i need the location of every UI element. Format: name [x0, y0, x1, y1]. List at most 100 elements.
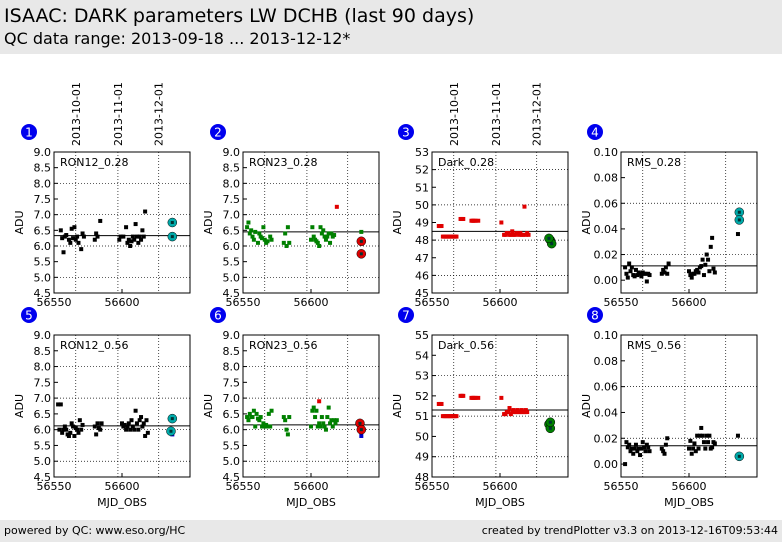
- data-point-extra: [359, 229, 364, 234]
- data-point: [136, 240, 141, 245]
- data-point: [508, 232, 513, 237]
- date-label: 2013-10-01: [448, 82, 461, 146]
- data-point: [522, 204, 527, 209]
- data-point: [518, 410, 523, 415]
- data-point: [61, 427, 66, 432]
- data-point: [95, 421, 100, 426]
- data-point: [257, 418, 262, 423]
- panel-badge-number: 3: [402, 126, 410, 140]
- y-tick-label: 4.5: [34, 471, 52, 484]
- data-point: [68, 240, 73, 245]
- highlight-point-center: [169, 429, 173, 433]
- data-point: [323, 427, 328, 432]
- data-point: [75, 427, 80, 432]
- data-point: [510, 229, 515, 234]
- y-tick-label: 8.0: [34, 177, 52, 190]
- data-point: [693, 449, 698, 454]
- data-point: [699, 425, 704, 430]
- data-point: [140, 424, 145, 429]
- data-point: [511, 408, 516, 413]
- highlight-point-center: [737, 454, 741, 458]
- data-point: [636, 446, 641, 451]
- data-point: [628, 449, 633, 454]
- panel-badge: [587, 307, 603, 323]
- panel-badge: [398, 124, 414, 140]
- data-point: [633, 442, 638, 447]
- data-point: [317, 421, 322, 426]
- date-label: 2013-10-01: [70, 82, 83, 146]
- data-point: [269, 237, 274, 242]
- data-point: [245, 415, 250, 420]
- data-point: [439, 224, 444, 229]
- y-tick-label: 4.5: [34, 287, 52, 300]
- data-point: [691, 446, 696, 451]
- y-axis-label: ADU: [202, 210, 215, 234]
- y-tick-label: 7.0: [223, 209, 241, 222]
- y-tick-label: 5.5: [34, 256, 52, 269]
- data-point: [247, 411, 252, 416]
- data-point: [659, 446, 664, 451]
- y-axis-label: ADU: [580, 394, 593, 418]
- data-point: [145, 430, 150, 435]
- data-point: [317, 244, 322, 248]
- data-point: [326, 231, 331, 236]
- date-label: 2013-12-01: [153, 82, 166, 146]
- data-point: [706, 257, 711, 262]
- data-point: [523, 408, 528, 413]
- data-point: [251, 237, 256, 242]
- panel-label: RMS_0.56: [627, 339, 681, 352]
- plot-frame: [431, 334, 569, 478]
- plot-frame: [242, 151, 380, 294]
- y-tick-label: 4.5: [223, 287, 241, 300]
- data-point: [314, 408, 319, 413]
- y-tick-label: 49: [415, 217, 429, 230]
- data-point: [92, 424, 97, 429]
- data-point: [99, 421, 104, 426]
- y-tick-label: 52: [415, 164, 429, 177]
- panel-badge: [21, 307, 37, 323]
- chart-panel-4: 0.00 0.02 0.04 0.06 0.08 0.10 56550 56600 RMS_0.…: [580, 124, 758, 309]
- y-tick-label: 0.02: [594, 432, 619, 445]
- data-point: [703, 262, 708, 267]
- header-bar: ISAAC: DARK parameters LW DCHB (last 90 …: [0, 0, 782, 54]
- y-tick-label: 7.5: [223, 376, 241, 389]
- y-tick-label: 8.0: [223, 177, 241, 190]
- footer-powered-by: powered by QC: www.eso.org/HC: [4, 524, 186, 537]
- data-point: [129, 239, 134, 244]
- y-tick-label: 6.0: [34, 424, 52, 437]
- x-tick-label: 56550: [37, 480, 72, 493]
- y-tick-label: 0.04: [594, 223, 619, 236]
- x-tick-label: 56550: [37, 296, 72, 309]
- highlight-point-center: [547, 236, 551, 240]
- data-point: [322, 424, 327, 429]
- data-point: [315, 240, 320, 245]
- data-point: [319, 231, 324, 236]
- data-point: [141, 421, 146, 426]
- highlight-point-center: [737, 218, 741, 222]
- data-point: [281, 240, 286, 245]
- data-point: [260, 424, 265, 429]
- y-tick-label: 0.10: [594, 329, 619, 342]
- y-tick-label: 0.00: [594, 274, 619, 287]
- data-point: [329, 231, 334, 236]
- data-point: [60, 236, 65, 241]
- data-point: [712, 441, 717, 446]
- y-tick-label: 8.5: [223, 162, 241, 175]
- plot-frame: [620, 334, 758, 478]
- y-tick-label: 7.0: [34, 209, 52, 222]
- data-point: [326, 405, 331, 410]
- data-point: [644, 442, 649, 447]
- data-point: [66, 237, 71, 242]
- data-point: [711, 266, 716, 271]
- data-point: [128, 244, 133, 248]
- data-point: [461, 216, 466, 221]
- y-tick-label: 6.0: [34, 240, 52, 253]
- y-tick-label: 0.04: [594, 406, 619, 419]
- data-point: [635, 273, 640, 278]
- panel-badge-number: 2: [214, 126, 222, 140]
- data-point: [687, 446, 691, 451]
- y-tick-label: 9.0: [34, 146, 52, 159]
- data-point-extra: [735, 232, 740, 237]
- footer-created-by: created by trendPlotter v3.3 on 2013-12-…: [481, 524, 778, 537]
- x-tick-label: 56600: [672, 296, 707, 309]
